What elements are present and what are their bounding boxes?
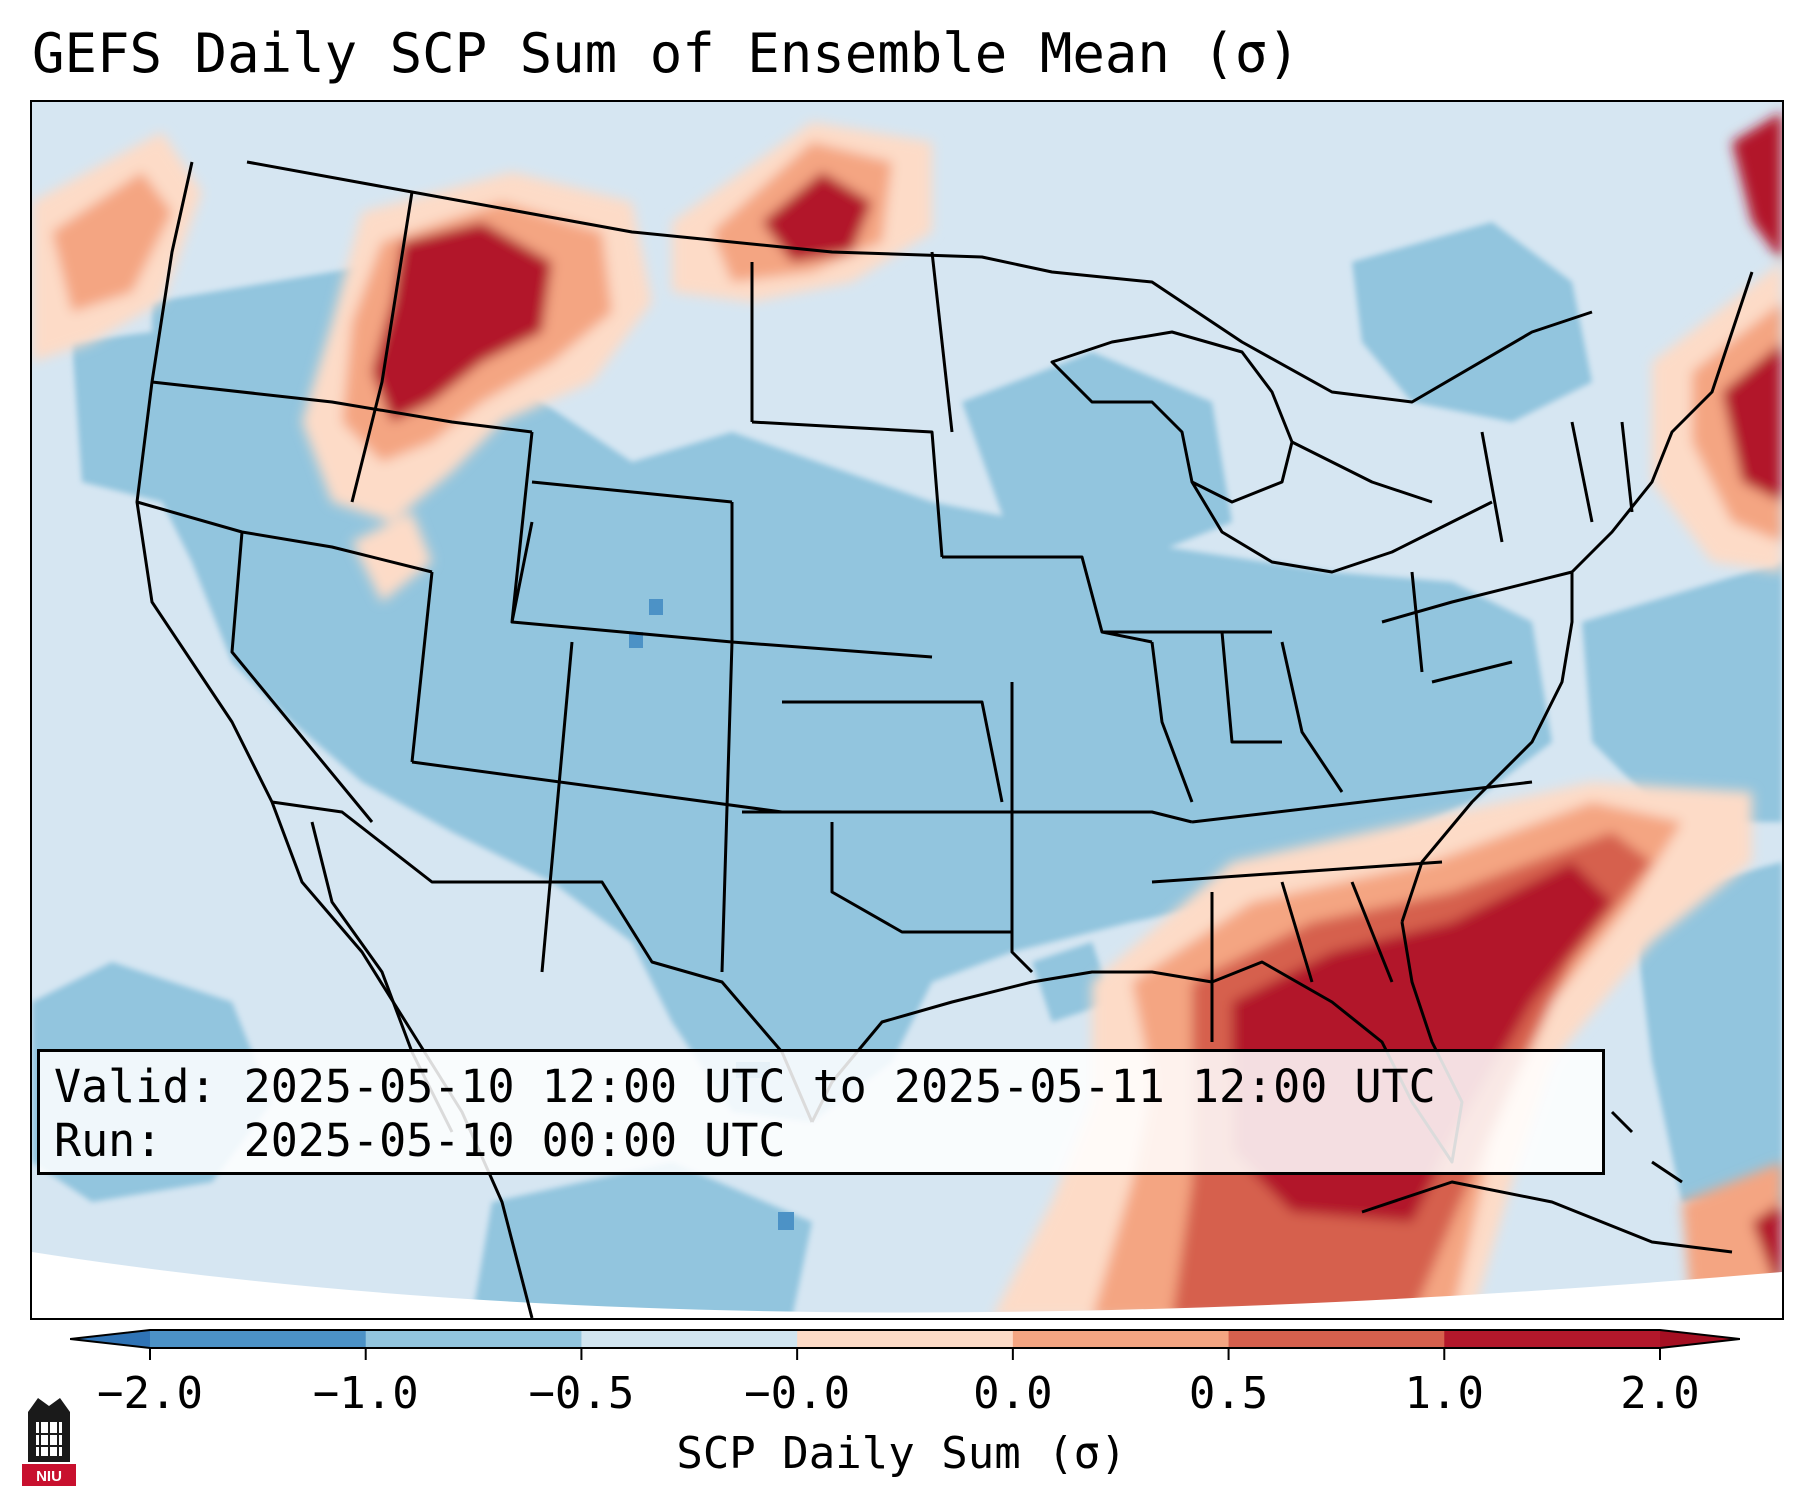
colorbar-tick-label: −2.0 <box>97 1368 203 1419</box>
colorbar-tick-label: 1.0 <box>1404 1368 1485 1419</box>
colorbar <box>70 1329 1740 1360</box>
valid-time-range: 2025-05-10 12:00 UTC to 2025-05-11 12:00… <box>243 1060 1436 1113</box>
run-label: Run: <box>54 1114 163 1167</box>
valid-run-info-box: Valid: 2025-05-10 12:00 UTC to 2025-05-1… <box>37 1049 1605 1175</box>
run-time: 2025-05-10 00:00 UTC <box>243 1114 786 1167</box>
dark-blue-cell <box>649 599 663 615</box>
logo-text: NIU <box>36 1468 62 1485</box>
colorbar-bin <box>797 1330 1014 1348</box>
colorbar-bin <box>1012 1330 1230 1348</box>
map-title: GEFS Daily SCP Sum of Ensemble Mean (σ) <box>32 22 1300 85</box>
colorbar-tick-label: −1.0 <box>312 1368 419 1419</box>
valid-label: Valid: <box>54 1060 217 1113</box>
colorbar-tick-label: −0.5 <box>528 1368 635 1419</box>
colorbar-bin <box>150 1330 367 1348</box>
colorbar-extend-high <box>1660 1330 1740 1348</box>
colorbar-tick-label: 0.5 <box>1188 1368 1269 1419</box>
dark-blue-cell <box>629 632 643 648</box>
colorbar-tick-label: 0.0 <box>973 1368 1053 1419</box>
colorbar-bin <box>1444 1330 1661 1348</box>
colorbar-label: SCP Daily Sum (σ) <box>676 1428 1127 1479</box>
colorbar-extend-low <box>70 1330 150 1348</box>
dark-blue-cell <box>778 1212 794 1230</box>
colorbar-tick-label: 2.0 <box>1620 1368 1700 1419</box>
colorbar-bin <box>581 1330 798 1348</box>
niu-logo: NIU <box>22 1398 76 1486</box>
colorbar-bin <box>365 1330 582 1348</box>
boundary-lines <box>135 160 1754 1318</box>
domain-edge <box>32 1252 1782 1318</box>
colorbar-bin <box>1228 1330 1445 1348</box>
colorbar-tick-label: −0.0 <box>744 1368 851 1419</box>
